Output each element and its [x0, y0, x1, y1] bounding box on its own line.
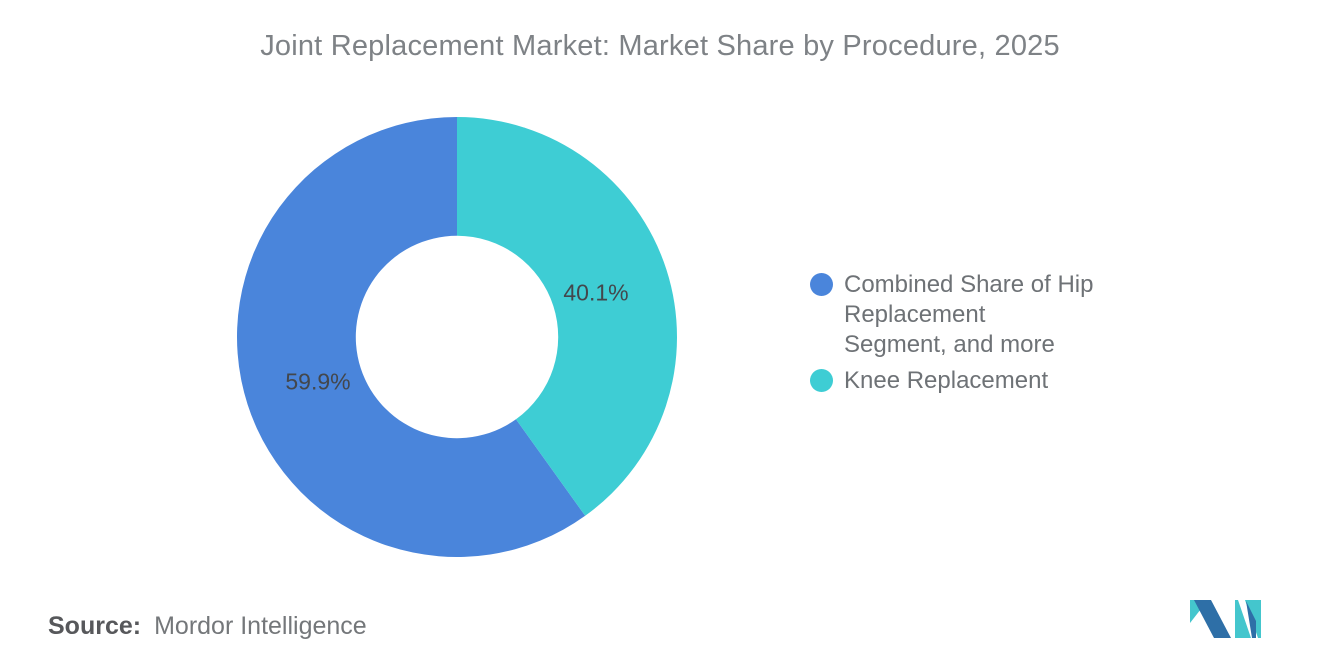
donut-slice-1[interactable] [457, 117, 677, 516]
legend-label-line: Segment, and more [844, 331, 1055, 358]
legend: Combined Share of Hip Replacement Segmen… [810, 270, 1239, 396]
slice-percentage-label: 40.1% [563, 279, 628, 305]
source-label: Source: [48, 612, 142, 640]
legend-label: Knee Replacement [844, 366, 1048, 396]
logo-shape [1246, 601, 1256, 638]
source-text: Mordor Intelligence [154, 612, 367, 640]
legend-label: Combined Share of Hip Replacement Segmen… [844, 270, 1239, 360]
legend-item-hip-replacement[interactable]: Combined Share of Hip Replacement Segmen… [810, 270, 1239, 360]
logo-shape [1194, 600, 1231, 638]
legend-label-line: Knee Replacement [844, 367, 1049, 394]
mordor-intelligence-logo-icon [1190, 600, 1261, 638]
legend-item-knee-replacement[interactable]: Knee Replacement [810, 366, 1239, 396]
donut-chart: 59.9% 40.1% [237, 117, 677, 557]
legend-dot-icon [810, 369, 833, 392]
donut-slice-0[interactable] [237, 117, 586, 557]
source-note: Source: Mordor Intelligence [48, 611, 367, 641]
legend-label-line: Combined Share of Hip Replacement [844, 271, 1094, 328]
chart-title: Joint Replacement Market: Market Share b… [260, 30, 1060, 62]
slice-percentage-label: 59.9% [285, 369, 350, 395]
legend-dot-icon [810, 273, 833, 296]
